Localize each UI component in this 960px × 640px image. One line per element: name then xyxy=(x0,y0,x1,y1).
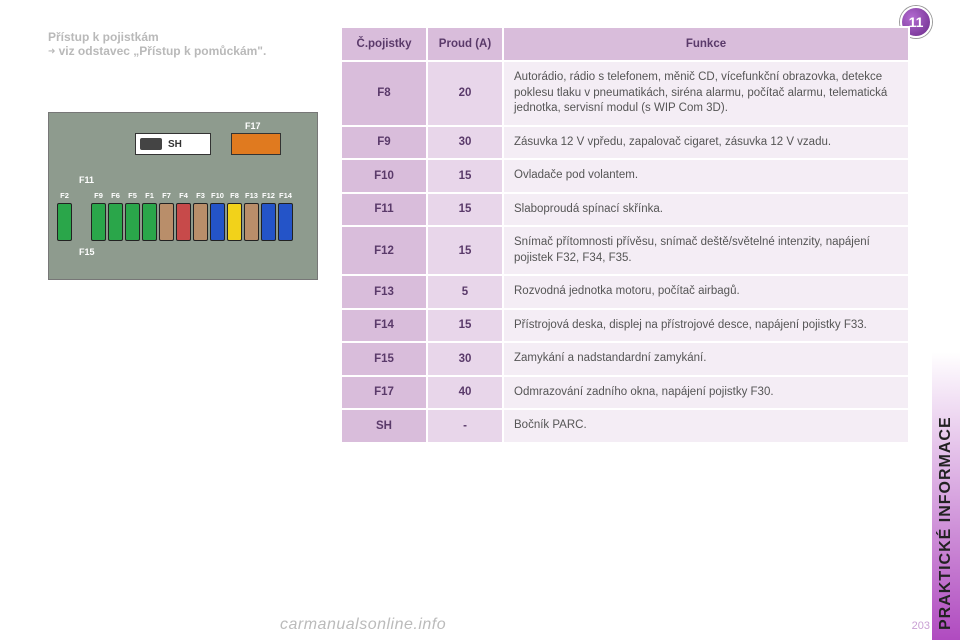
table-row: F1740Odmrazování zadního okna, napájení … xyxy=(341,376,909,410)
cell-amp: 30 xyxy=(427,126,503,160)
fuse xyxy=(210,203,225,241)
cell-id: SH xyxy=(341,409,427,443)
sh-label: SH xyxy=(168,139,182,150)
col-header-func: Funkce xyxy=(503,27,909,61)
f11-label: F11 xyxy=(79,175,94,185)
table-row: F930Zásuvka 12 V vpředu, zapalovač cigar… xyxy=(341,126,909,160)
cell-amp: 15 xyxy=(427,159,503,193)
f15-label: F15 xyxy=(79,247,95,257)
fuse xyxy=(244,203,259,241)
cell-id: F12 xyxy=(341,226,427,275)
cell-func: Ovladače pod volantem. xyxy=(503,159,909,193)
fuse xyxy=(278,203,293,241)
fuse-row xyxy=(57,203,293,241)
table-row: F1530Zamykání a nadstandardní zamykání. xyxy=(341,342,909,376)
cell-func: Bočník PARC. xyxy=(503,409,909,443)
fuse-label: F10 xyxy=(210,191,225,200)
cell-func: Odmrazování zadního okna, napájení pojis… xyxy=(503,376,909,410)
fuse xyxy=(91,203,106,241)
cell-func: Slaboproudá spínací skřínka. xyxy=(503,193,909,227)
fuse-label: F1 xyxy=(142,191,157,200)
fuse-label: F12 xyxy=(261,191,276,200)
heading-sub: viz odstavec „Přístup k pomůckám". xyxy=(59,44,267,58)
cell-id: F14 xyxy=(341,309,427,343)
heading-block: Přístup k pojistkám ➜ viz odstavec „Přís… xyxy=(48,30,266,58)
side-section-label: PRAKTICKÉ INFORMACE xyxy=(934,330,958,630)
cell-func: Zamykání a nadstandardní zamykání. xyxy=(503,342,909,376)
cell-amp: 30 xyxy=(427,342,503,376)
cell-amp: 40 xyxy=(427,376,503,410)
fuse xyxy=(57,203,72,241)
cell-id: F9 xyxy=(341,126,427,160)
sh-box: SH xyxy=(135,133,211,155)
cell-amp: 15 xyxy=(427,193,503,227)
table-body: F820Autorádio, rádio s telefonem, měnič … xyxy=(341,61,909,443)
fuse-label: F7 xyxy=(159,191,174,200)
cell-amp: 5 xyxy=(427,275,503,309)
f17-label: F17 xyxy=(245,121,261,131)
fuse xyxy=(176,203,191,241)
cell-func: Přístrojová deska, displej na přístrojov… xyxy=(503,309,909,343)
page-number: 203 xyxy=(912,620,930,632)
table-row: F135Rozvodná jednotka motoru, počítač ai… xyxy=(341,275,909,309)
arrow-icon: ➜ xyxy=(48,44,55,58)
sh-dot xyxy=(140,138,162,150)
cell-id: F8 xyxy=(341,61,427,126)
fuse-diagram: SH F17 F11 F15 F2F9F6F5F1F7F4F3F10F8F13F… xyxy=(48,112,318,280)
fuse-label: F5 xyxy=(125,191,140,200)
cell-id: F17 xyxy=(341,376,427,410)
fuse xyxy=(125,203,140,241)
footer-watermark: carmanualsonline.info xyxy=(280,616,446,634)
fuse-table: Č.pojistky Proud (A) Funkce F820Autorádi… xyxy=(340,26,910,444)
cell-func: Autorádio, rádio s telefonem, měnič CD, … xyxy=(503,61,909,126)
fuse-label: F3 xyxy=(193,191,208,200)
cell-amp: 15 xyxy=(427,309,503,343)
cell-id: F13 xyxy=(341,275,427,309)
fuse-label xyxy=(74,191,89,200)
table-row: F1415Přístrojová deska, displej na příst… xyxy=(341,309,909,343)
fuse-label: F9 xyxy=(91,191,106,200)
fuse xyxy=(261,203,276,241)
col-header-id: Č.pojistky xyxy=(341,27,427,61)
table-row: SH-Bočník PARC. xyxy=(341,409,909,443)
fuse-label: F4 xyxy=(176,191,191,200)
cell-func: Rozvodná jednotka motoru, počítač airbag… xyxy=(503,275,909,309)
cell-id: F15 xyxy=(341,342,427,376)
fuse-label: F14 xyxy=(278,191,293,200)
table-row: F1215Snímač přítomnosti přívěsu, snímač … xyxy=(341,226,909,275)
cell-id: F11 xyxy=(341,193,427,227)
table-row: F820Autorádio, rádio s telefonem, měnič … xyxy=(341,61,909,126)
table-row: F1015Ovladače pod volantem. xyxy=(341,159,909,193)
fuse-label: F8 xyxy=(227,191,242,200)
fuse-label: F6 xyxy=(108,191,123,200)
cell-id: F10 xyxy=(341,159,427,193)
cell-amp: - xyxy=(427,409,503,443)
col-header-amp: Proud (A) xyxy=(427,27,503,61)
table-row: F1115Slaboproudá spínací skřínka. xyxy=(341,193,909,227)
cell-func: Snímač přítomnosti přívěsu, snímač deště… xyxy=(503,226,909,275)
heading-title: Přístup k pojistkám xyxy=(48,30,159,44)
cell-amp: 20 xyxy=(427,61,503,126)
cell-amp: 15 xyxy=(427,226,503,275)
fuse xyxy=(193,203,208,241)
f17-box xyxy=(231,133,281,155)
cell-func: Zásuvka 12 V vpředu, zapalovač cigaret, … xyxy=(503,126,909,160)
fuse-label-row: F2 F9F6F5F1F7F4F3F10F8F13F12F14 xyxy=(57,191,293,200)
fuse xyxy=(227,203,242,241)
fuse-label: F2 xyxy=(57,191,72,200)
fuse xyxy=(74,203,89,241)
fuse-label: F13 xyxy=(244,191,259,200)
fuse xyxy=(142,203,157,241)
fuse xyxy=(108,203,123,241)
fuse xyxy=(159,203,174,241)
